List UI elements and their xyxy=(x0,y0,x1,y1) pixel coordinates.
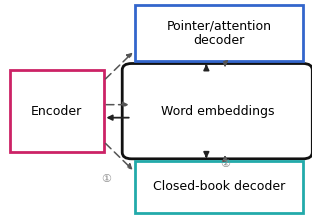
Text: Encoder: Encoder xyxy=(31,105,82,118)
Text: ①: ① xyxy=(102,174,112,184)
Text: Pointer/attention
decoder: Pointer/attention decoder xyxy=(166,19,271,47)
Bar xyxy=(135,161,303,213)
Text: Closed-book decoder: Closed-book decoder xyxy=(153,181,285,194)
Bar xyxy=(135,5,303,61)
Bar xyxy=(10,70,104,152)
Text: ②: ② xyxy=(220,159,230,169)
Text: Word embeddings: Word embeddings xyxy=(161,105,274,118)
FancyBboxPatch shape xyxy=(122,63,312,159)
